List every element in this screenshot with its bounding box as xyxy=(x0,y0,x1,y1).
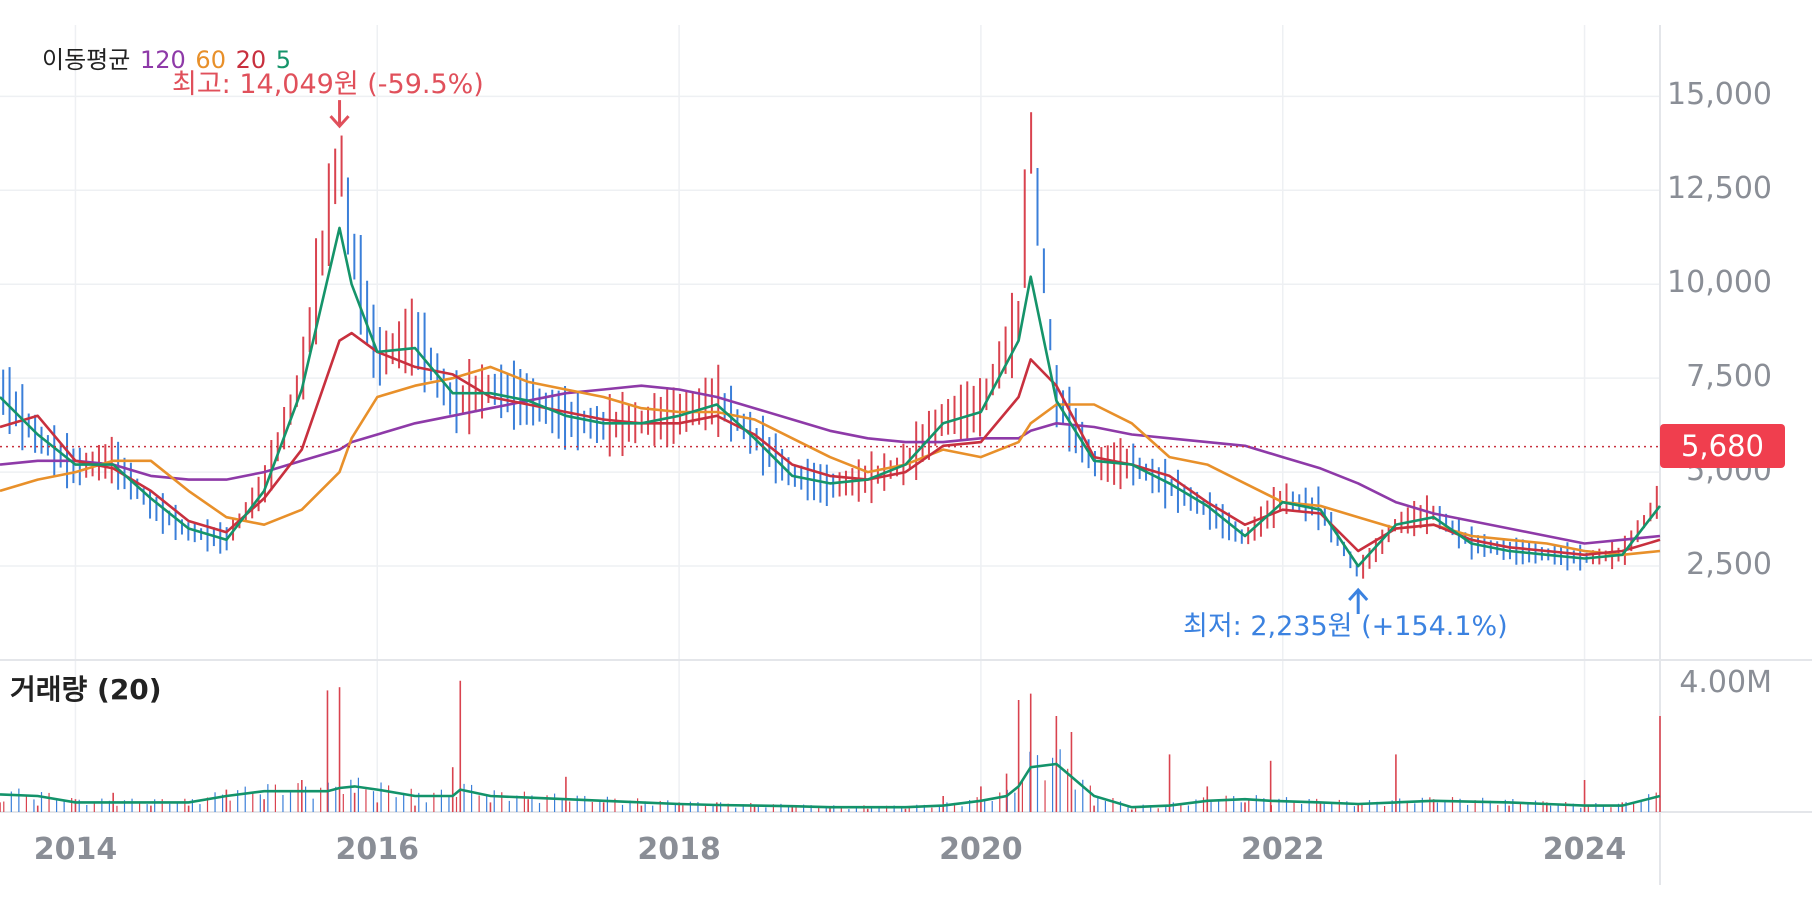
low-arrow-head xyxy=(1348,587,1369,602)
price-tick-label: 7,500 xyxy=(1686,359,1772,395)
ma-legend-5[interactable]: 5 xyxy=(275,46,292,74)
current-price-tag: 5,680 xyxy=(1660,424,1785,468)
high-arrow-head xyxy=(329,115,350,129)
volume-ma-line xyxy=(0,762,1661,809)
ma-line-20 xyxy=(0,331,1661,557)
low-annotation: 최저: 2,235원 (+154.1%) xyxy=(1183,611,1508,642)
ma-legend: 이동평균 120 60 20 5 xyxy=(42,40,293,75)
ma-line-120 xyxy=(0,384,1661,545)
volume-title: 거래량 (20) xyxy=(10,673,162,706)
year-tick-label: 2024 xyxy=(1542,832,1627,867)
year-tick-label: 2018 xyxy=(637,832,721,867)
ma-legend-60[interactable]: 60 xyxy=(195,46,226,74)
volume-ma-line xyxy=(0,762,1661,809)
price-tick-label: 12,500 xyxy=(1667,171,1772,207)
moving-average-lines xyxy=(0,226,1662,568)
price-tick-label: 2,500 xyxy=(1686,547,1772,583)
year-tick-label: 2020 xyxy=(939,832,1023,867)
ma-legend-label: 이동평균 xyxy=(42,46,131,74)
price-tick-label: 15,000 xyxy=(1667,77,1772,113)
ma-line-5 xyxy=(0,226,1662,568)
year-tick-label: 2016 xyxy=(335,832,420,867)
volume-tick-label: 4.00M xyxy=(1679,665,1772,700)
ma-legend-120[interactable]: 120 xyxy=(139,46,186,74)
price-tick-label: 10,000 xyxy=(1667,265,1772,301)
high-annotation: 최고: 14,049원 (-59.5%) xyxy=(172,69,484,100)
year-tick-label: 2022 xyxy=(1240,832,1325,867)
volume-bars xyxy=(0,680,1661,812)
ma-line-60 xyxy=(0,365,1661,557)
ma-legend-20[interactable]: 20 xyxy=(235,46,267,74)
extreme-arrows xyxy=(329,100,1369,615)
year-tick-label: 2014 xyxy=(33,832,118,867)
